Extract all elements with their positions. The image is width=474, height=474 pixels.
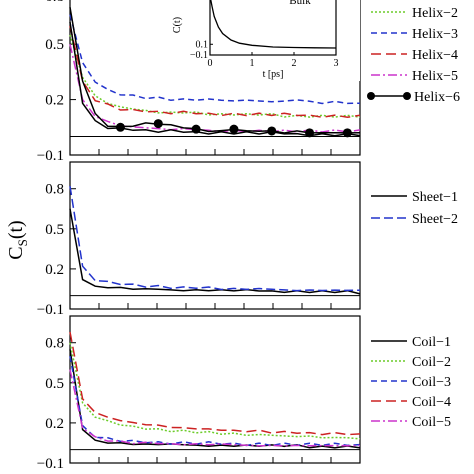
series-line [69, 208, 361, 295]
inset-y-tick-label: −0.1 [190, 50, 208, 61]
inset-x-label: t [ps] [263, 69, 284, 80]
y-tick-label: 0.5 [45, 37, 64, 53]
y-tick-label-top: 0.8 [45, 0, 64, 5]
legend-label: Coil−3 [412, 375, 451, 390]
series-line [69, 349, 361, 449]
y-tick-label: 0.2 [45, 262, 64, 278]
y-tick-label: −0.1 [37, 302, 64, 318]
panel-helix: 0.5 0.2 −0.1 0.8 Helix−2 Helix−3 Helix−4 Helix−… [37, 0, 460, 164]
legend-label: Coil−4 [412, 395, 451, 410]
series-line [69, 25, 361, 119]
series-line [69, 14, 361, 105]
panel-coil: 0.8 0.5 0.2 −0.1 Coil−1 Coil−2 Coil−3 Coil−4 Coi… [37, 315, 451, 472]
y-tick-label: −0.1 [37, 148, 64, 164]
inset-x-tick-label: 2 [292, 58, 297, 69]
legend-label: Sheet−2 [412, 212, 458, 227]
legend-marker [403, 92, 411, 100]
series-marker [229, 124, 239, 134]
y-tick-label: 0.8 [45, 182, 64, 198]
series-line [69, 369, 361, 447]
legend-label: Coil−2 [412, 355, 451, 370]
inset-background [200, 0, 360, 81]
y-tick-label: 0.2 [45, 93, 64, 109]
inset-curve [210, 0, 337, 49]
y-tick-label: 0.8 [45, 336, 64, 352]
series-line [69, 355, 361, 447]
legend-label: Helix−2 [412, 6, 458, 21]
y-tick-label: 0.5 [45, 222, 64, 238]
inset-y-label: C(t) [172, 17, 183, 33]
series-line [69, 185, 361, 292]
series-line [69, 331, 361, 436]
y-tick-label: −0.1 [37, 456, 64, 472]
legend-label: Coil−1 [412, 335, 451, 350]
series-line [69, 342, 361, 440]
inset-frame [209, 0, 337, 56]
legend-label: Sheet−1 [412, 190, 458, 205]
y-axis-title: CS(t) [5, 220, 30, 259]
series-marker [153, 119, 163, 129]
legend-label: Helix−4 [412, 48, 458, 63]
y-tick-label: 0.5 [45, 376, 64, 392]
legend-label: Helix−6 [414, 90, 460, 105]
legend-label: Coil−5 [412, 415, 451, 430]
series-marker [342, 128, 352, 138]
bulk-inset: 0 1 2 3 0.1−0.1 t [ps] C(t) Bulk [172, 0, 360, 81]
inset-x-tick-label: 1 [250, 58, 255, 69]
panel-frame [69, 315, 361, 464]
legend-marker [367, 92, 375, 100]
panels-group: 0.5 0.2 −0.1 0.8 Helix−2 Helix−3 Helix−4 Helix−… [37, 0, 460, 472]
legend-label: Helix−5 [412, 69, 458, 84]
inset-x-tick-label: 3 [334, 58, 339, 69]
inset-title: Bulk [289, 0, 311, 7]
y-tick-label: 0.2 [45, 416, 64, 432]
legend-label: Helix−3 [412, 27, 458, 42]
inset-x-tick-label: 0 [208, 58, 213, 69]
inset-y-tick-label: 0.1 [196, 39, 209, 50]
series-line [69, 21, 361, 137]
panel-sheet: 0.8 0.5 0.2 −0.1 Sheet−1 Sheet−2 [37, 161, 458, 318]
